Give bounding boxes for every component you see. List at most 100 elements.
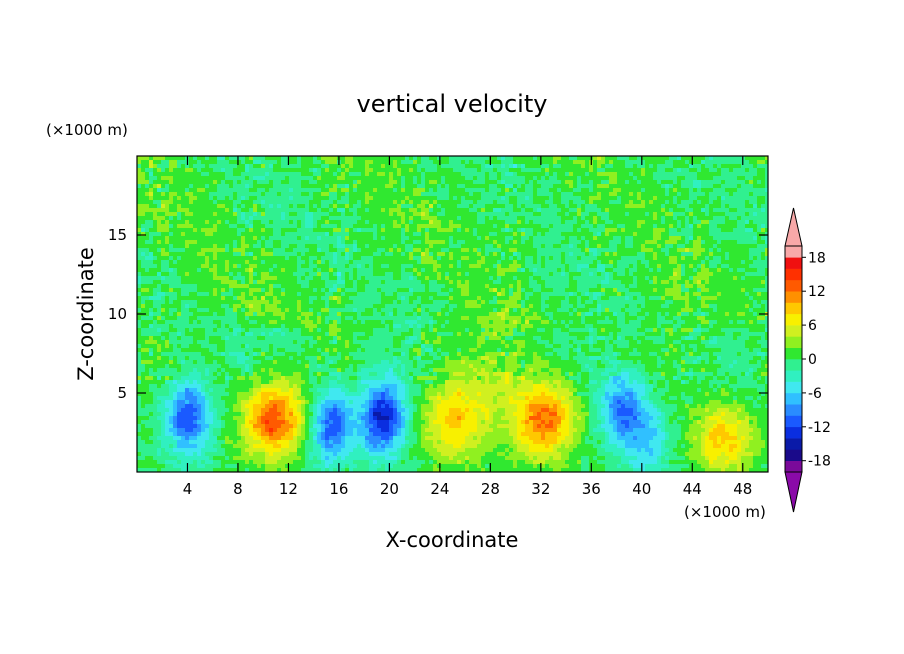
field-cell xyxy=(697,212,702,217)
field-cell xyxy=(701,168,706,173)
field-cell xyxy=(525,188,530,193)
field-cell xyxy=(197,216,202,221)
field-cell xyxy=(253,272,258,277)
field-cell xyxy=(625,160,630,165)
field-cell xyxy=(157,260,162,265)
field-cell xyxy=(169,236,174,241)
field-cell xyxy=(361,224,366,229)
field-cell xyxy=(137,164,142,169)
field-cell xyxy=(565,184,570,189)
field-cell xyxy=(717,180,722,185)
field-cell xyxy=(201,204,206,209)
field-cell xyxy=(289,184,294,189)
field-cell xyxy=(685,216,690,221)
field-cell xyxy=(153,192,158,197)
field-cell xyxy=(337,180,342,185)
field-cell xyxy=(137,176,142,181)
field-cell xyxy=(661,256,666,261)
field-cell xyxy=(721,276,726,281)
field-cell xyxy=(285,160,290,165)
field-cell xyxy=(765,160,768,165)
field-cell xyxy=(653,208,658,213)
field-cell xyxy=(189,220,194,225)
field-cell xyxy=(537,184,542,189)
field-cell xyxy=(213,208,218,213)
field-cell xyxy=(201,264,206,269)
field-cell xyxy=(661,272,666,277)
field-cell xyxy=(177,188,182,193)
field-cell xyxy=(401,236,406,241)
field-cell xyxy=(449,256,454,261)
field-cell xyxy=(745,168,750,173)
field-cell xyxy=(273,220,278,225)
field-cell xyxy=(209,212,214,217)
field-cell xyxy=(317,264,322,269)
field-cell xyxy=(493,156,498,161)
field-cell xyxy=(485,252,490,257)
field-cell xyxy=(325,188,330,193)
field-cell xyxy=(489,172,494,177)
field-cell xyxy=(293,212,298,217)
field-cell xyxy=(209,236,214,241)
field-cell xyxy=(409,252,414,257)
field-cell xyxy=(693,212,698,217)
field-cell xyxy=(617,228,622,233)
field-cell xyxy=(725,248,730,253)
field-cell xyxy=(545,200,550,205)
field-cell xyxy=(593,200,598,205)
field-cell xyxy=(289,172,294,177)
field-cell xyxy=(565,216,570,221)
field-cell xyxy=(537,268,542,273)
field-cell xyxy=(221,196,226,201)
field-cell xyxy=(285,280,290,285)
field-cell xyxy=(421,176,426,181)
field-cell xyxy=(337,240,342,245)
field-cell xyxy=(341,200,346,205)
field-cell xyxy=(649,176,654,181)
field-cell xyxy=(477,200,482,205)
field-cell xyxy=(241,188,246,193)
field-cell xyxy=(489,200,494,205)
field-cell xyxy=(693,264,698,269)
field-cell xyxy=(657,176,662,181)
field-cell xyxy=(681,168,686,173)
field-cell xyxy=(493,216,498,221)
field-cell xyxy=(545,228,550,233)
field-cell xyxy=(633,200,638,205)
field-cell xyxy=(537,156,542,161)
field-cell xyxy=(421,252,426,257)
field-cell xyxy=(533,212,538,217)
field-cell xyxy=(313,272,318,277)
field-cell xyxy=(401,200,406,205)
field-cell xyxy=(549,200,554,205)
field-cell xyxy=(317,240,322,245)
field-cell xyxy=(313,160,318,165)
field-cell xyxy=(577,212,582,217)
field-cell xyxy=(309,244,314,249)
field-cell xyxy=(749,212,754,217)
field-cell xyxy=(705,252,710,257)
field-cell xyxy=(297,160,302,165)
field-cell xyxy=(385,244,390,249)
field-cell xyxy=(405,168,410,173)
field-cell xyxy=(705,232,710,237)
field-cell xyxy=(441,160,446,165)
field-cell xyxy=(757,272,762,277)
field-cell xyxy=(665,196,670,201)
field-cell xyxy=(381,172,386,177)
field-cell xyxy=(177,160,182,165)
field-cell xyxy=(673,184,678,189)
field-cell xyxy=(565,244,570,249)
field-cell xyxy=(585,220,590,225)
field-cell xyxy=(685,260,690,265)
field-cell xyxy=(213,256,218,261)
field-cell xyxy=(569,240,574,245)
field-cell xyxy=(725,276,730,281)
field-cell xyxy=(633,236,638,241)
field-cell xyxy=(513,160,518,165)
field-cell xyxy=(153,268,158,273)
field-cell xyxy=(209,276,214,281)
field-cell xyxy=(609,232,614,237)
field-cell xyxy=(625,164,630,169)
field-cell xyxy=(637,204,642,209)
